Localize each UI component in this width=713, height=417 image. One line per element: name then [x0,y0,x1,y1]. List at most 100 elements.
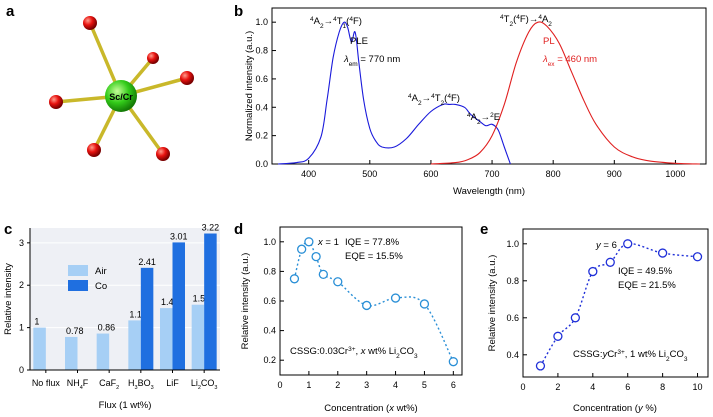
x-tick-label: 0 [277,380,282,390]
data-point [419,299,430,309]
y-tick-label: 0.6 [263,296,276,306]
y-tick-label: 0.2 [255,131,268,141]
data-point [297,244,307,254]
series-line-pl [430,21,700,165]
bar-co [204,233,217,370]
x-tick-label: NH4F [67,378,89,391]
x-axis-label: Concentration (x wt%) [324,403,417,414]
y-tick-label: 0.0 [255,159,268,169]
data-point [362,300,372,311]
legend-swatch-co [68,280,88,291]
y-tick-label: 0.8 [506,276,519,286]
y-tick-label: 0.4 [506,350,519,360]
data-label-co: 3.22 [202,223,220,233]
plot-background [30,228,220,370]
bar-co [172,242,185,370]
trend-curve [293,240,454,363]
x-axis-label: Wavelength (nm) [453,186,525,197]
data-label-air: 1.54 [193,294,211,304]
ligand-atom [156,147,170,161]
panel-label-d: d [234,221,243,238]
annotation-transition-3: 4A2→2E [467,112,500,126]
data-point [333,277,343,287]
x-tick-label: LiF [166,378,179,388]
panel-label-b: b [234,3,243,20]
legend-label-co: Co [95,281,107,292]
y-tick-label: 0.2 [263,355,276,365]
series-line-ple [278,21,511,165]
data-point [623,239,633,249]
y-tick-label: 2 [19,280,24,290]
y-tick-label: 1.0 [263,237,276,247]
x-tick-label: 600 [423,169,438,179]
center-atom-label: Sc/Cr [109,92,133,102]
ligand-atom [49,95,63,109]
annotation-iqe: IQE = 49.5% [618,266,673,277]
y-tick-label: 0.6 [255,74,268,84]
y-tick-label: 0.8 [263,266,276,276]
y-axis-label: Relative intensity (a.u.) [240,253,251,350]
panel-label-e: e [480,221,488,238]
center-atom [105,80,137,112]
x-tick-label: 10 [693,382,703,392]
x-tick-label: 2 [335,380,340,390]
annotation-transition-2: 4A2→4T2(4F) [408,93,460,107]
data-label-air: 1.17 [129,309,147,319]
x-tick-label: Li2CO3 [191,378,218,391]
x-tick-label: 700 [485,169,500,179]
annotation-formula: CSSG:yCr3+, 1 wt% Li2CO3 [573,349,688,363]
y-tick-label: 1.0 [255,17,268,27]
x-tick-label: 3 [364,380,369,390]
chart-b: 400 500 600 700 800 900 1000 0.0 0.2 0.4 0.6 0.8 1.0… [244,7,707,197]
x-tick-label: 8 [660,382,665,392]
data-point [304,237,314,247]
plot-frame [522,228,709,378]
data-label-air: 1 [34,317,39,327]
ligand-atom [87,143,101,157]
data-point [448,357,458,367]
data-point [311,251,321,262]
data-point [289,274,300,284]
x-tick-label: 0 [520,382,525,392]
y-tick-label: 0.8 [255,46,268,56]
data-point [588,266,598,277]
annotation-iqe: IQE = 77.8% [345,237,400,248]
x-tick-label: 800 [546,169,561,179]
data-point [605,257,615,267]
ligand-atom [83,16,97,30]
chart-d: 0 1 2 3 4 5 6 0.2 0.4 0.6 0.8 1.0 Concentration (x … [240,226,463,414]
x-tick-label: 4 [393,380,398,390]
data-point [535,361,546,371]
x-tick-label: No flux [32,378,61,388]
y-tick-label: 1.0 [506,239,519,249]
data-label-air: 0.86 [98,323,116,333]
octahedron-structure: Sc/Cr [49,16,194,161]
annotation-lambda-em: λem = 770 nm [343,54,400,68]
legend-label-air: Air [95,266,107,277]
data-point [318,269,328,280]
annotation-peak: y = 6 [595,240,617,251]
x-tick-label: H3BO3 [128,378,154,391]
ligand-atom [147,52,159,64]
data-label-air: 1.46 [161,297,179,307]
y-tick-label: 0.6 [506,313,519,323]
annotation-ple-label: PLE [350,36,368,47]
plot-frame [271,7,707,165]
annotation-transition-1: 4A2→4T1(4F) [310,16,362,30]
panel-label-a: a [6,3,15,20]
legend-swatch-air [68,265,88,276]
annotation-peak: x = 1 [317,237,339,248]
panel-label-c: c [4,221,12,238]
data-point [692,252,703,262]
x-tick-label: 1000 [665,169,685,179]
x-tick-label: 400 [301,169,316,179]
y-axis-label: Normalized intensity (a.u.) [244,31,255,141]
data-label-co: 3.01 [170,231,188,241]
annotation-transition-4: 4T2(4F)→4A2 [500,14,552,28]
bar-air [128,320,141,370]
x-tick-label: 1 [306,380,311,390]
annotation-lambda-ex: λex = 460 nm [542,54,597,68]
bar-air [191,304,205,370]
y-axis-label: Relative intensity (a.u.) [487,255,498,352]
